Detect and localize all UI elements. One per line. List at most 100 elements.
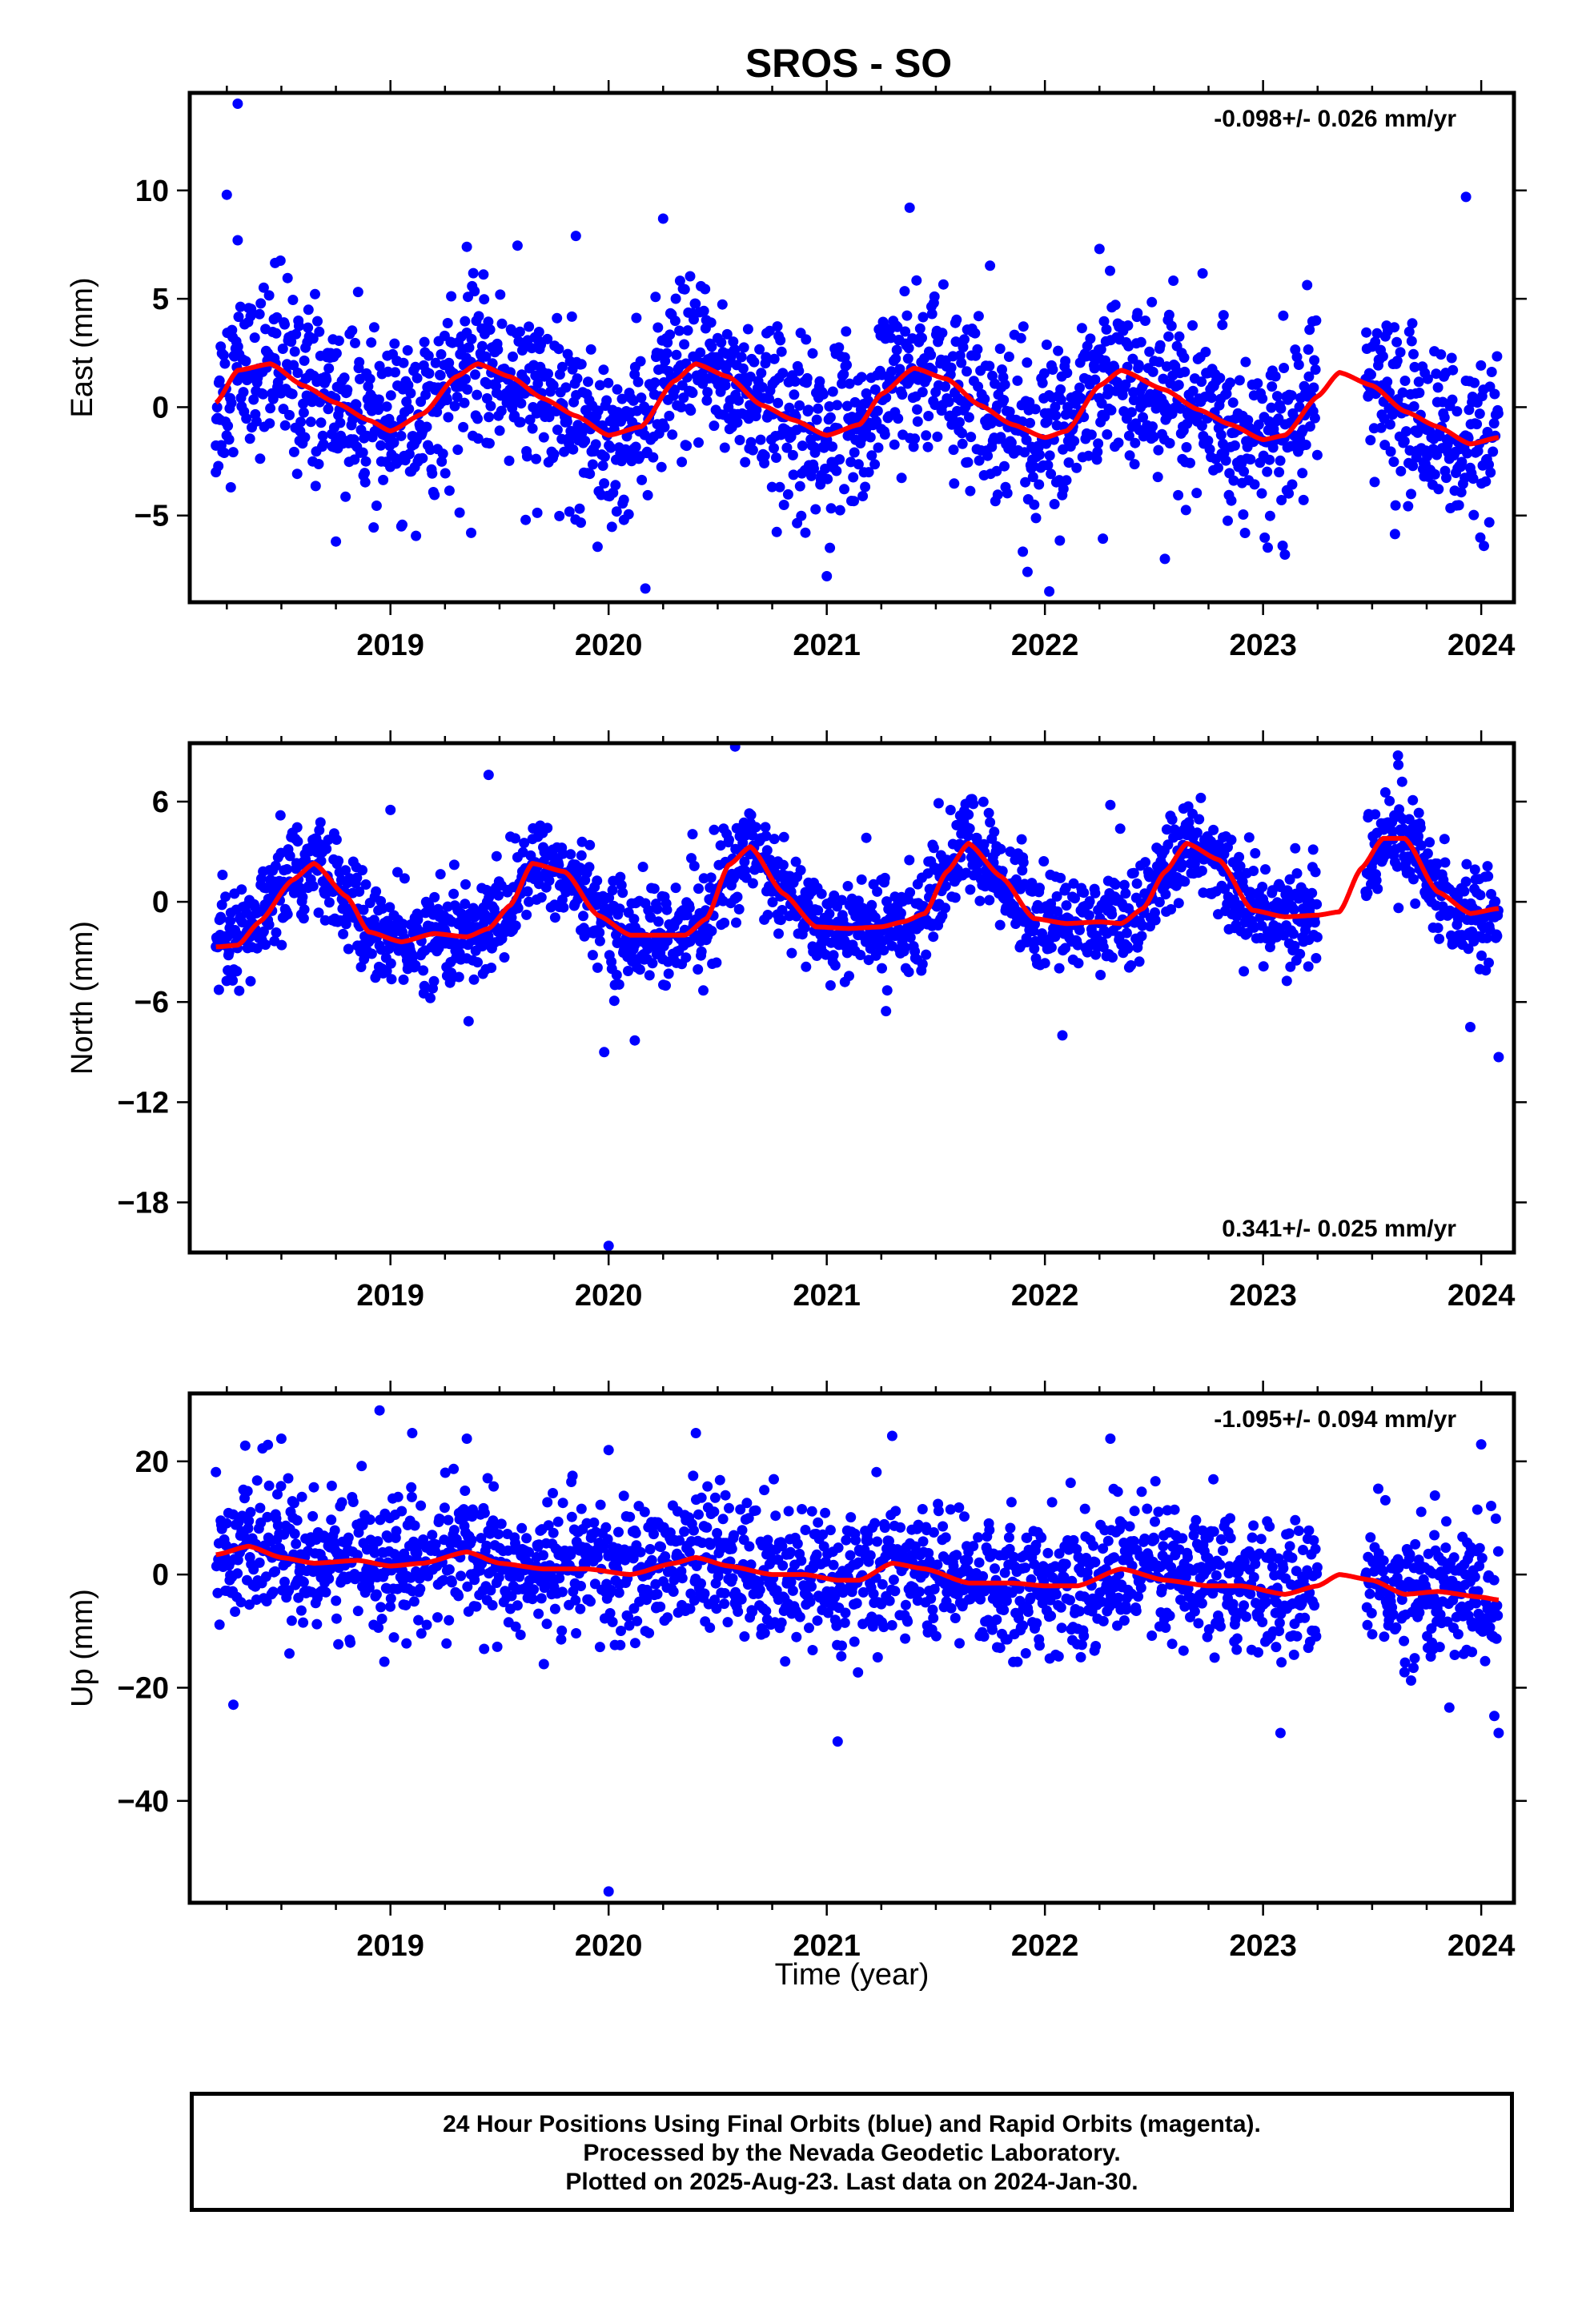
data-point — [1050, 410, 1062, 421]
data-point — [1424, 837, 1435, 848]
data-point — [1179, 876, 1191, 887]
data-point — [352, 287, 363, 298]
data-point — [351, 872, 363, 883]
data-point — [1093, 438, 1104, 449]
data-point — [576, 517, 586, 529]
data-point — [376, 1614, 387, 1624]
data-point — [1311, 315, 1322, 326]
data-point — [1218, 310, 1229, 321]
data-point — [705, 1622, 716, 1633]
data-point — [485, 400, 496, 412]
data-point — [1264, 510, 1275, 521]
data-point — [1030, 404, 1041, 415]
data-point — [1284, 874, 1295, 885]
fit-curve — [215, 835, 1500, 950]
data-point — [239, 1440, 251, 1451]
data-point — [1030, 513, 1042, 524]
data-point — [652, 903, 663, 915]
data-point — [1366, 369, 1376, 380]
data-point — [417, 452, 428, 464]
data-point — [1068, 878, 1079, 889]
data-point — [709, 1506, 720, 1518]
data-point — [231, 966, 243, 977]
data-point — [684, 1546, 695, 1558]
data-point — [419, 980, 430, 991]
data-point — [832, 400, 843, 411]
data-point — [857, 491, 869, 501]
data-point — [584, 839, 596, 850]
outlier-point — [232, 235, 243, 246]
data-point — [452, 392, 463, 403]
data-point — [640, 583, 651, 594]
data-point — [466, 333, 477, 344]
data-point — [1245, 454, 1256, 465]
data-point — [1401, 426, 1411, 437]
data-point — [737, 1525, 748, 1536]
data-point — [486, 963, 497, 973]
data-point — [1435, 349, 1447, 360]
data-point — [345, 1637, 356, 1648]
y-tick-label: 5 — [152, 283, 169, 316]
data-point — [950, 336, 962, 348]
data-point — [1307, 887, 1318, 899]
data-point — [526, 343, 537, 354]
data-point — [801, 961, 812, 972]
data-point — [663, 968, 674, 979]
data-point — [219, 358, 231, 369]
data-point — [1168, 275, 1179, 286]
data-point — [271, 328, 282, 339]
data-point — [1239, 528, 1251, 538]
data-point — [548, 380, 559, 391]
data-point — [1225, 377, 1235, 388]
data-point — [1434, 933, 1445, 944]
data-point — [903, 343, 914, 354]
data-point — [833, 342, 845, 353]
data-point — [1181, 442, 1192, 452]
data-point — [1275, 403, 1287, 414]
data-point — [1027, 472, 1038, 483]
data-point — [552, 1516, 564, 1527]
data-point — [849, 396, 861, 408]
data-point — [444, 1564, 455, 1575]
data-point — [1102, 429, 1113, 440]
data-point — [687, 829, 698, 840]
data-point — [1196, 865, 1207, 876]
data-point — [594, 927, 605, 938]
data-point — [606, 521, 617, 533]
data-point — [632, 1615, 643, 1626]
data-point — [496, 405, 507, 416]
data-point — [443, 1514, 454, 1526]
data-point — [1311, 931, 1323, 943]
data-point — [964, 823, 975, 834]
data-point — [291, 1515, 303, 1526]
data-point — [928, 931, 939, 943]
data-point — [917, 332, 927, 344]
data-point — [771, 452, 781, 463]
data-point — [770, 1510, 781, 1522]
data-point — [1422, 373, 1433, 384]
data-point — [706, 341, 717, 352]
data-point — [764, 393, 774, 404]
data-point — [437, 448, 448, 460]
data-point — [1452, 406, 1463, 417]
data-point — [604, 1608, 616, 1618]
data-point — [1150, 907, 1160, 918]
data-point — [549, 912, 560, 923]
data-point — [1407, 460, 1419, 472]
data-point — [963, 809, 974, 820]
outlier-point — [520, 514, 532, 525]
data-point — [879, 872, 890, 883]
data-point — [786, 947, 797, 959]
data-point — [1385, 446, 1396, 457]
data-point — [292, 836, 303, 847]
data-point — [404, 448, 415, 460]
data-point — [453, 1590, 464, 1602]
data-point — [1046, 942, 1057, 953]
data-point — [722, 1617, 733, 1628]
data-point — [709, 824, 720, 835]
data-point — [559, 446, 570, 457]
data-point — [1456, 487, 1467, 498]
data-point — [298, 1577, 309, 1588]
data-point — [594, 1642, 605, 1653]
data-point — [775, 335, 786, 346]
